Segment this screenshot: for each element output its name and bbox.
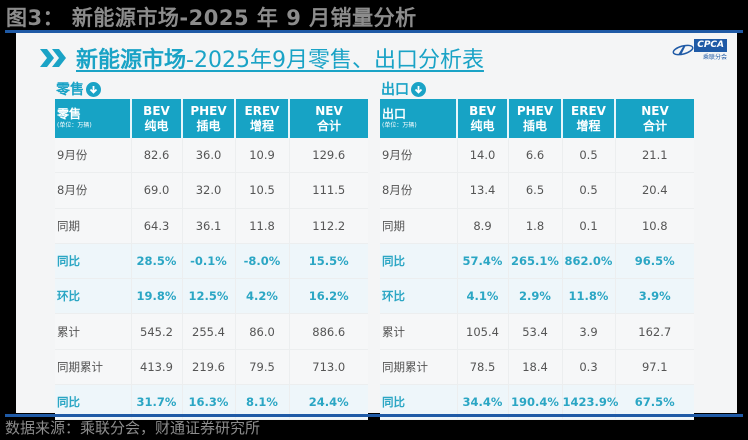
export-col-phev: PHEV 插电: [508, 99, 563, 138]
bottom-divider: [5, 414, 743, 417]
arrow-down-circle-icon: [86, 81, 101, 97]
retail-col-bev: BEV 纯电: [131, 99, 183, 138]
export-section-label: 出口: [381, 79, 426, 99]
slide-title-rest: -2025年9月零售、出口分析表: [186, 48, 484, 73]
retail-col-nev: NEV 合计: [289, 99, 368, 138]
double-chevron-icon: [40, 49, 66, 67]
source-caption: 数据来源：乘联分会，财通证券研究所: [5, 419, 261, 437]
export-table: 出口 (单位：万辆) BEV 纯电 PHEV 插电 EREV 增程 NEV 合计 9月份 1…: [380, 99, 694, 421]
table-row: 同期累计 413.9 219.6 79.5 713.0: [55, 349, 368, 386]
cpca-logo: CPCA 乘联分会: [672, 39, 727, 61]
table-row: 9月份 14.0 6.6 0.5 21.1: [380, 138, 694, 174]
table-row: 环比 4.1% 2.9% 11.8% 3.9%: [380, 278, 694, 315]
cpca-swoosh-icon: [672, 44, 694, 56]
retail-col-erev: EREV 增程: [235, 99, 290, 138]
cpca-logo-sub: 乘联分会: [702, 54, 727, 61]
export-col-nev: NEV 合计: [615, 99, 694, 138]
cpca-logo-text: CPCA: [694, 39, 727, 52]
figure-title: 图3： 新能源市场-2025 年 9 月销量分析: [6, 6, 417, 30]
retail-header-label: 零售 (单位：万辆): [55, 99, 132, 138]
top-divider: [5, 30, 743, 33]
export-header-row: 出口 (单位：万辆) BEV 纯电 PHEV 插电 EREV 增程 NEV 合计: [380, 99, 694, 138]
export-header-label: 出口 (单位：万辆): [380, 99, 458, 138]
table-row: 8月份 69.0 32.0 10.5 111.5: [55, 172, 368, 209]
table-row: 9月份 82.6 36.0 10.9 129.6: [55, 138, 368, 174]
export-col-bev: BEV 纯电: [457, 99, 509, 138]
retail-header-row: 零售 (单位：万辆) BEV 纯电 PHEV 插电 EREV 增程 NEV 合计: [55, 99, 368, 138]
table-row: 同比 57.4% 265.1% 862.0% 96.5%: [380, 243, 694, 280]
table-row: 同比 28.5% -0.1% -8.0% 15.5%: [55, 243, 368, 280]
retail-table: 零售 (单位：万辆) BEV 纯电 PHEV 插电 EREV 增程 NEV 合计 9月份 8…: [55, 99, 368, 421]
table-row: 同期 8.9 1.8 0.1 10.8: [380, 208, 694, 244]
slide-title: 新能源市场-2025年9月零售、出口分析表: [40, 42, 484, 74]
slide-title-bold: 新能源市场: [76, 48, 187, 73]
arrow-down-circle-icon: [411, 81, 426, 97]
table-row: 累计 545.2 255.4 86.0 886.6: [55, 313, 368, 350]
table-row: 累计 105.4 53.4 3.9 162.7: [380, 313, 694, 350]
table-row: 同期累计 78.5 18.4 0.3 97.1: [380, 349, 694, 386]
retail-col-phev: PHEV 插电: [182, 99, 236, 138]
export-col-erev: EREV 增程: [562, 99, 616, 138]
table-row: 同期 64.3 36.1 11.8 112.2: [55, 208, 368, 244]
retail-section-label: 零售: [56, 79, 101, 99]
table-row: 8月份 13.4 6.5 0.5 20.4: [380, 172, 694, 209]
slide-panel: 新能源市场-2025年9月零售、出口分析表 CPCA 乘联分会 零售 零售 (单位…: [16, 33, 737, 421]
table-row: 环比 19.8% 12.5% 4.2% 16.2%: [55, 278, 368, 315]
